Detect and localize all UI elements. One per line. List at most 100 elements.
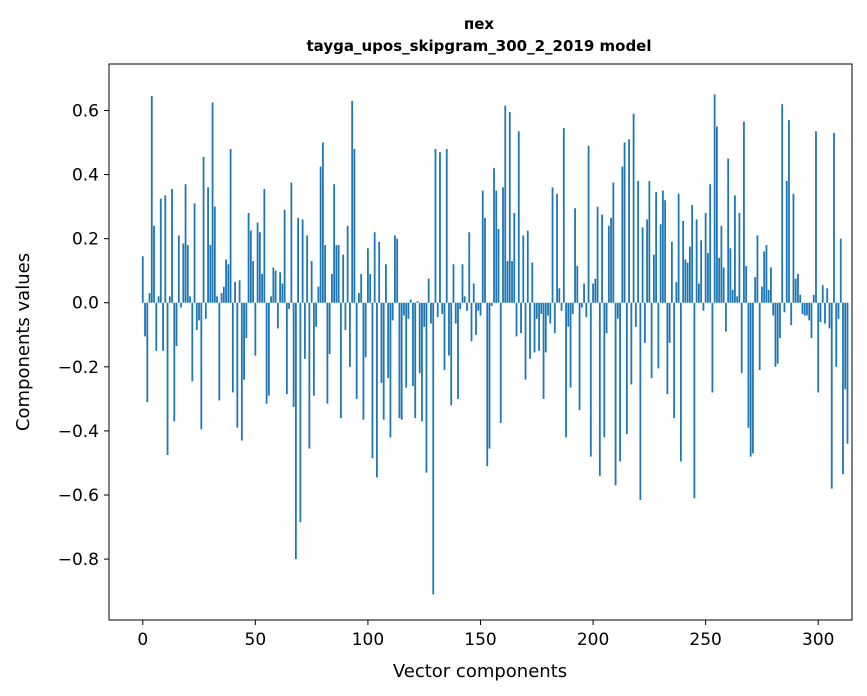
- bar: [398, 302, 401, 419]
- bar: [535, 302, 538, 319]
- bar: [637, 180, 640, 303]
- bar: [445, 148, 448, 303]
- bar: [776, 302, 779, 364]
- bar: [479, 302, 482, 316]
- x-tick-label: 50: [245, 630, 267, 650]
- bar: [263, 188, 266, 303]
- bar: [666, 302, 669, 395]
- bar: [670, 241, 673, 303]
- bar: [182, 243, 185, 303]
- bar: [193, 203, 196, 303]
- bar: [616, 302, 619, 319]
- bar: [434, 148, 437, 303]
- bar: [367, 248, 369, 303]
- bar: [331, 273, 333, 303]
- bar: [448, 302, 450, 356]
- bar: [634, 302, 637, 327]
- bar: [761, 286, 763, 303]
- bar: [468, 232, 471, 303]
- bar: [625, 302, 628, 435]
- bar: [418, 302, 421, 374]
- bar: [283, 209, 286, 303]
- y-axis-label: Components values: [13, 253, 34, 431]
- bar: [407, 302, 410, 319]
- bar: [691, 205, 694, 303]
- bar: [698, 283, 700, 303]
- bar: [585, 302, 588, 318]
- y-tick-label: 0.2: [72, 230, 99, 250]
- bar: [614, 302, 617, 486]
- bar: [707, 253, 709, 303]
- bar: [472, 283, 475, 303]
- bar: [231, 302, 234, 393]
- bar: [461, 264, 464, 303]
- bar: [220, 293, 223, 303]
- bar: [441, 302, 444, 314]
- bar: [630, 302, 633, 385]
- bar: [774, 302, 777, 367]
- x-tick-label: 100: [352, 630, 384, 650]
- bar: [756, 235, 759, 303]
- x-axis: 0 50 100 150 200 250 300: [137, 620, 834, 650]
- bar: [243, 302, 245, 380]
- x-tick-label: 250: [689, 630, 721, 650]
- bar: [801, 302, 804, 314]
- bar: [171, 188, 173, 303]
- bar: [236, 302, 239, 428]
- bar: [517, 131, 520, 303]
- bar: [745, 265, 748, 303]
- bar: [603, 302, 606, 438]
- bar: [641, 227, 644, 303]
- y-tick-label: −0.8: [58, 550, 99, 570]
- bar: [677, 193, 680, 303]
- y-tick-label: −0.4: [58, 422, 99, 442]
- bar: [688, 246, 691, 303]
- bar: [409, 299, 412, 303]
- chart-subtitle: tayga_upos_skipgram_300_2_2019 model: [307, 37, 652, 55]
- bar: [162, 302, 164, 351]
- bar: [650, 302, 653, 379]
- bar: [378, 241, 381, 303]
- bar: [421, 302, 423, 422]
- bar: [159, 198, 162, 303]
- bar: [204, 302, 207, 319]
- bar: [711, 302, 714, 393]
- bar: [168, 296, 171, 303]
- bar: [403, 302, 405, 316]
- y-tick-label: 0.6: [72, 101, 99, 121]
- bar: [659, 224, 662, 303]
- bar: [607, 225, 610, 303]
- plot-frame: [108, 63, 853, 621]
- bar: [740, 302, 743, 374]
- bar: [376, 302, 378, 478]
- bar: [497, 229, 500, 303]
- bar: [686, 262, 689, 303]
- bar: [207, 187, 209, 303]
- bar: [540, 302, 543, 314]
- bar: [256, 222, 259, 303]
- bar: [673, 302, 676, 419]
- bar: [364, 302, 367, 358]
- bar: [763, 251, 766, 303]
- bar: [247, 213, 250, 303]
- bar: [515, 302, 518, 337]
- bar: [324, 245, 327, 303]
- bar: [272, 267, 275, 303]
- y-tick-label: −0.2: [58, 358, 99, 378]
- bar: [225, 259, 227, 303]
- bar: [531, 262, 534, 303]
- bar: [549, 302, 552, 324]
- bar: [326, 302, 329, 404]
- bar: [157, 296, 160, 303]
- bar: [511, 261, 513, 303]
- bar: [470, 302, 473, 342]
- bar: [227, 264, 230, 303]
- bar: [459, 302, 462, 310]
- bar: [828, 302, 831, 329]
- bar: [285, 302, 288, 395]
- bar: [213, 206, 216, 303]
- bar: [454, 302, 457, 324]
- bar: [544, 302, 547, 353]
- bar: [754, 277, 757, 303]
- bar: [522, 235, 525, 303]
